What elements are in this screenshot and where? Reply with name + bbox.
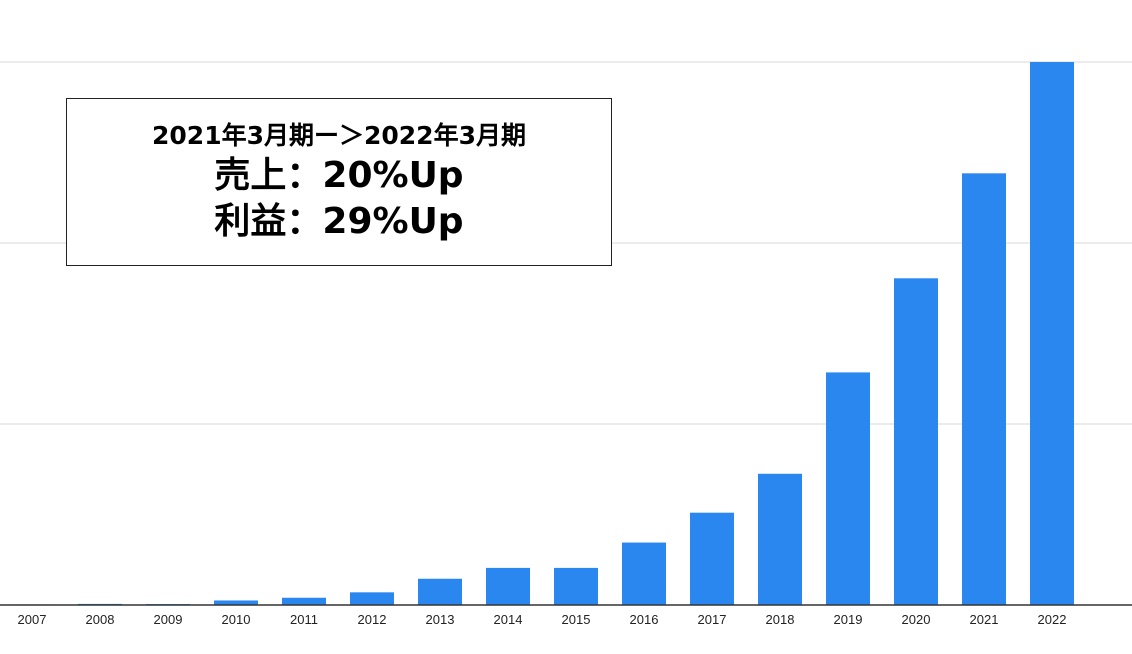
x-tick-label-2016: 2016	[630, 612, 659, 627]
x-tick-label-2015: 2015	[562, 612, 591, 627]
bar-2012	[350, 592, 394, 605]
x-tick-label-2010: 2010	[222, 612, 251, 627]
bars	[10, 62, 1074, 605]
x-tick-label-2008: 2008	[86, 612, 115, 627]
x-tick-label-2022: 2022	[1038, 612, 1067, 627]
annotation-sales-growth: 売上：20%Up	[214, 155, 464, 196]
bar-2017	[690, 512, 734, 605]
bar-2010	[214, 600, 258, 605]
annotation-box: 2021年3月期ー＞2022年3月期 売上：20%Up 利益：29%Up	[66, 98, 612, 266]
x-tick-labels: 2007 2008 2009 2010 2011 2012 2013 2014 2015 2016…	[18, 612, 1067, 627]
bar-2019	[826, 372, 870, 605]
bar-2015	[554, 567, 598, 605]
bar-2013	[418, 578, 462, 605]
bar-2021	[962, 173, 1006, 605]
annotation-profit-growth: 利益：29%Up	[214, 201, 464, 242]
bar-2018	[758, 473, 802, 605]
bar-2016	[622, 542, 666, 605]
x-tick-label-2013: 2013	[426, 612, 455, 627]
x-tick-label-2012: 2012	[358, 612, 387, 627]
bar-2022	[1030, 62, 1074, 605]
x-tick-label-2011: 2011	[290, 612, 318, 627]
x-tick-label-2017: 2017	[698, 612, 727, 627]
bar-2020	[894, 278, 938, 605]
bar-2014	[486, 567, 530, 605]
bar-2011	[282, 597, 326, 605]
x-tick-label-2018: 2018	[766, 612, 795, 627]
x-tick-label-2014: 2014	[494, 612, 523, 627]
x-tick-label-2021: 2021	[970, 612, 999, 627]
x-tick-label-2007: 2007	[18, 612, 47, 627]
x-tick-label-2009: 2009	[154, 612, 183, 627]
x-tick-label-2020: 2020	[902, 612, 931, 627]
annotation-period: 2021年3月期ー＞2022年3月期	[152, 121, 526, 150]
x-tick-label-2019: 2019	[834, 612, 863, 627]
